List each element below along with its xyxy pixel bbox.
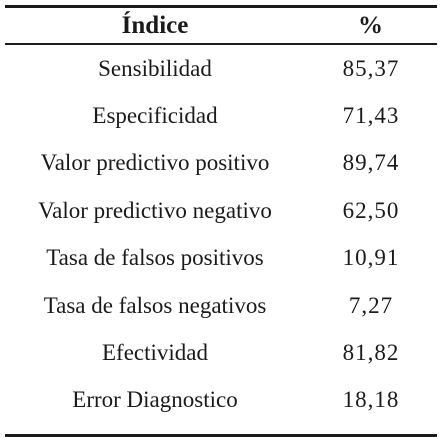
row-value: 71,43 <box>342 103 400 129</box>
row-value: 89,74 <box>342 150 400 176</box>
row-label: Tasa de falsos negativos <box>43 292 267 318</box>
table-row: Valor predictivo positivo 89,74 <box>5 140 437 187</box>
row-value: 7,27 <box>348 292 394 318</box>
table-row: Tasa de falsos positivos 10,91 <box>5 235 437 282</box>
row-value: 18,18 <box>342 387 400 413</box>
table-header-row: Índice % <box>5 8 437 43</box>
row-label: Tasa de falsos positivos <box>46 245 264 271</box>
indices-table: Índice % Sensibilidad 85,37 Especificida… <box>5 5 437 437</box>
table-top-rule <box>5 5 437 8</box>
table-row: Sensibilidad 85,37 <box>5 45 437 92</box>
row-label: Efectividad <box>101 340 208 366</box>
table-body: Sensibilidad 85,37 Especificidad 71,43 V… <box>5 45 437 434</box>
table-row: Especificidad 71,43 <box>5 92 437 139</box>
header-percent: % <box>358 11 384 39</box>
header-index: Índice <box>121 11 189 39</box>
row-label: Error Diagnostico <box>72 387 238 413</box>
table-row: Valor predictivo negativo 62,50 <box>5 187 437 234</box>
row-value: 85,37 <box>342 55 400 81</box>
table-row: Efectividad 81,82 <box>5 329 437 376</box>
table-header-rule <box>5 43 437 45</box>
row-value: 62,50 <box>342 197 400 223</box>
row-label: Sensibilidad <box>98 55 212 81</box>
row-label: Valor predictivo positivo <box>40 150 270 176</box>
table-row: Tasa de falsos negativos 7,27 <box>5 282 437 329</box>
row-label: Especificidad <box>92 103 218 129</box>
row-value: 10,91 <box>342 245 400 271</box>
row-value: 81,82 <box>342 340 400 366</box>
row-label: Valor predictivo negativo <box>38 197 272 223</box>
table-row: Error Diagnostico 18,18 <box>5 377 437 424</box>
